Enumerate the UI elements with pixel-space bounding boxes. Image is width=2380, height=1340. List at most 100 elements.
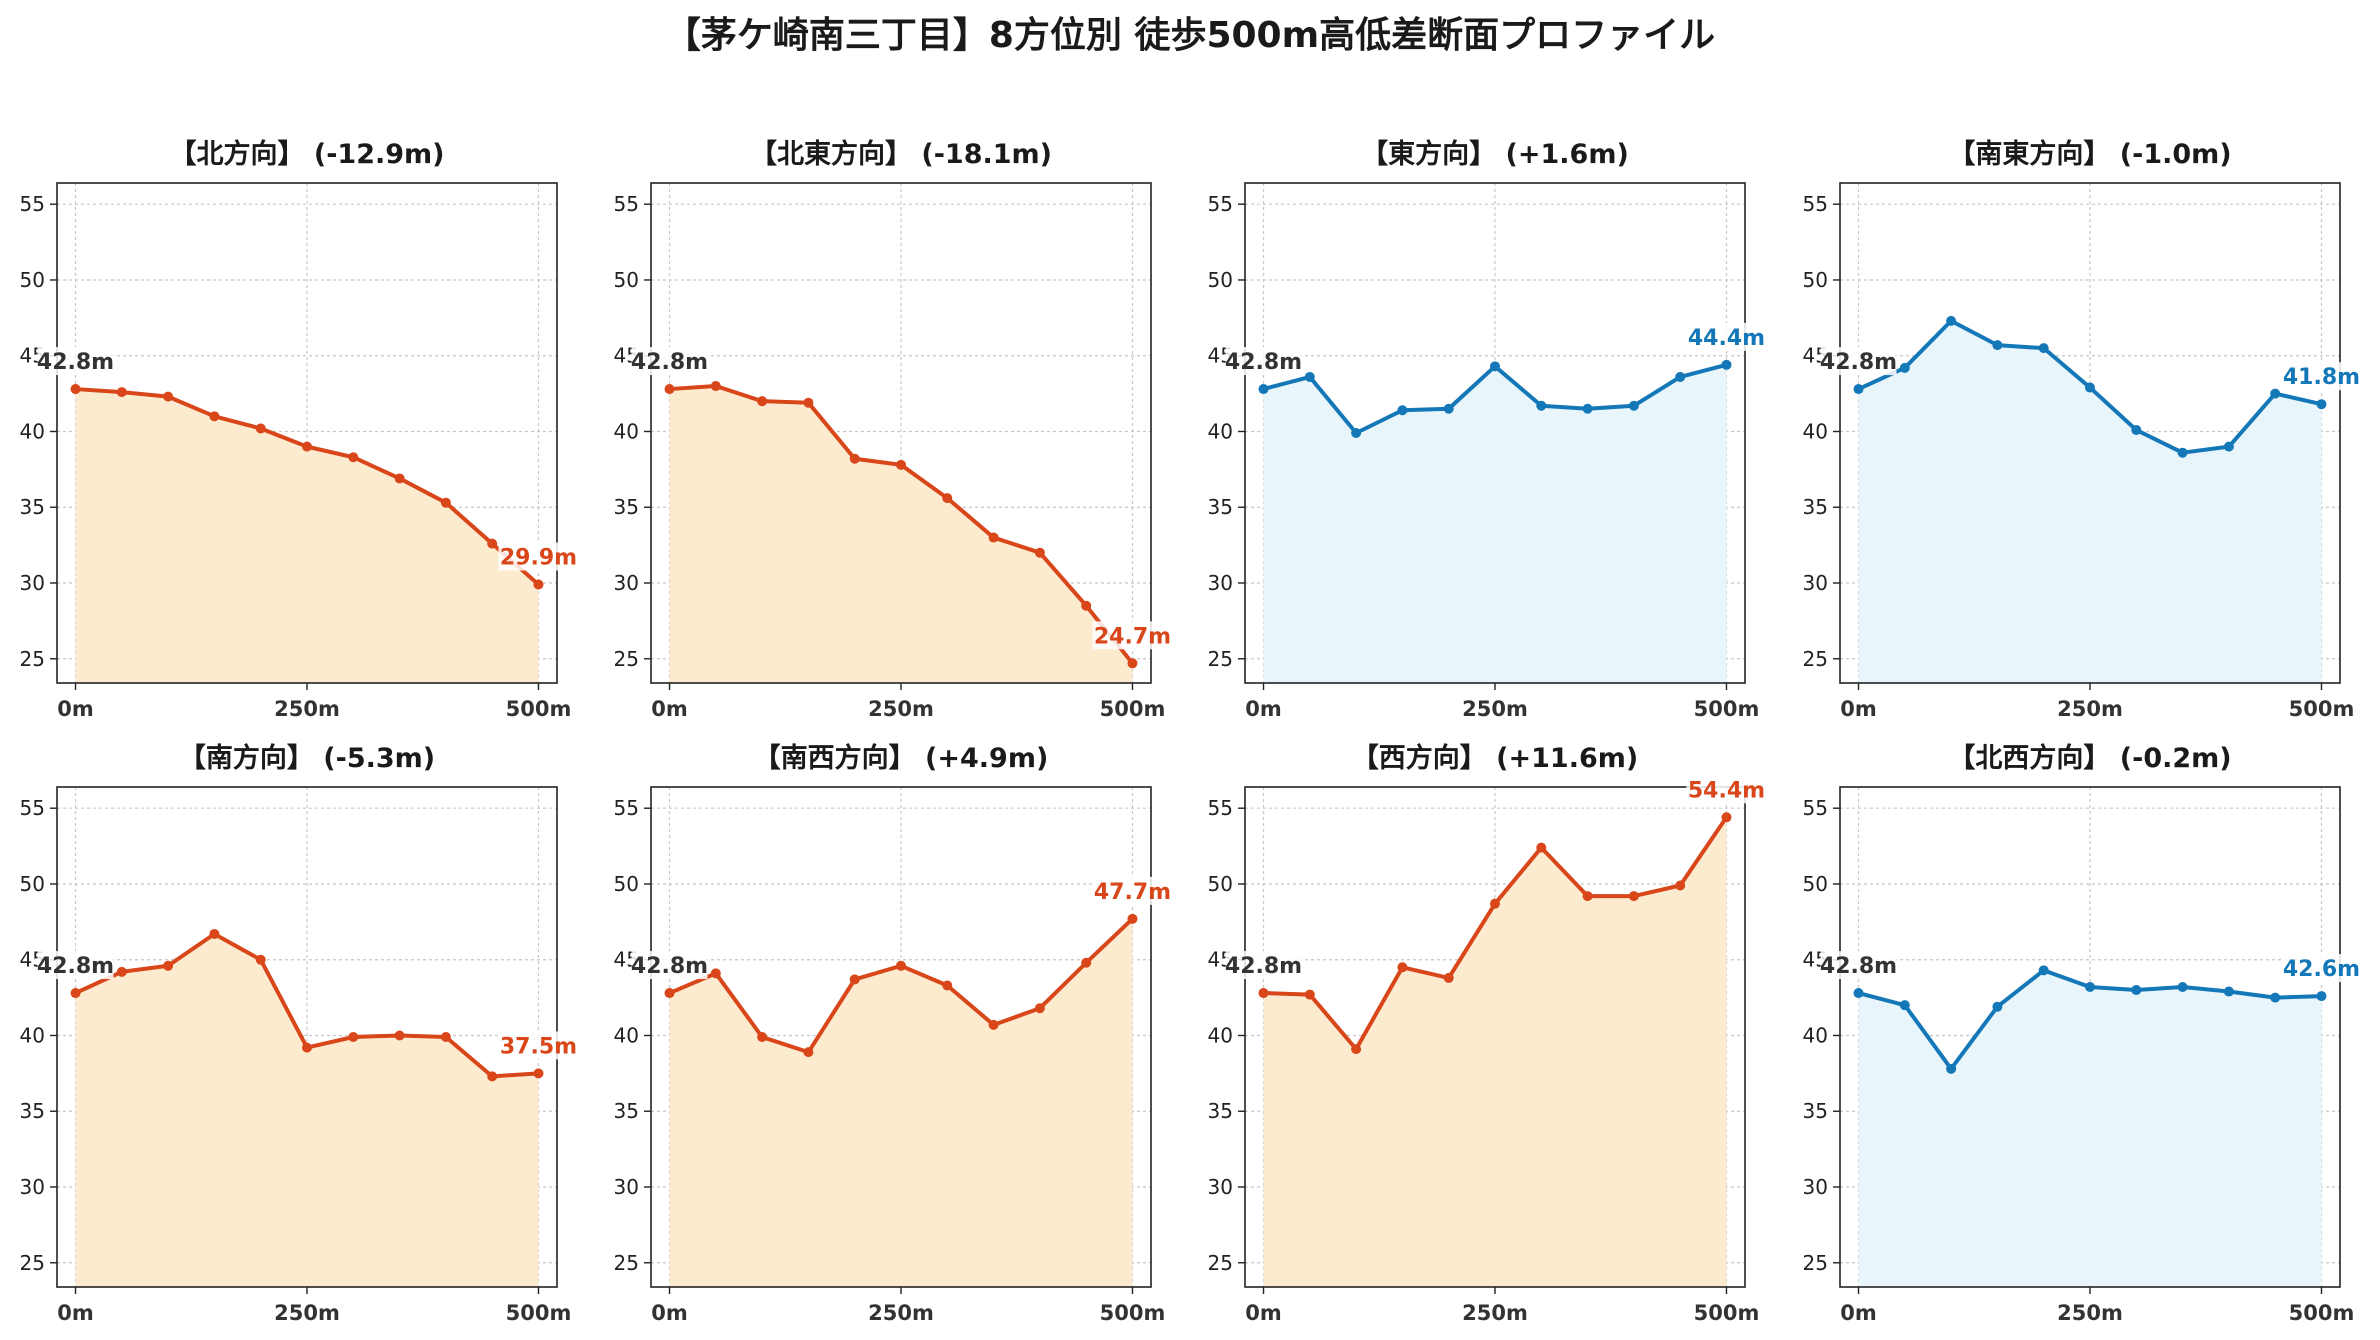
end-label-bg [498,1031,579,1060]
x-tick-label: 250m [868,697,934,721]
end-label-bg [1686,322,1767,351]
x-tick-label: 250m [2057,697,2123,721]
y-tick-label: 25 [1803,1251,1828,1275]
y-tick-label: 25 [1208,647,1233,671]
data-point [116,966,127,977]
x-tick-label: 500m [1694,1301,1760,1325]
end-label-bg [1092,876,1173,905]
data-point [2131,985,2142,996]
y-tick-label: 40 [614,419,639,443]
data-point [487,538,498,549]
y-tick-label: 55 [1803,796,1828,820]
data-point [1258,988,1269,999]
subplot-title: 【南東方向】 (-1.0m) [1948,138,2231,170]
data-point [664,988,675,999]
data-point [348,452,359,463]
data-point [710,968,721,979]
y-tick-label: 35 [614,495,639,519]
area-fill [669,918,1133,1287]
data-point [2085,982,2095,992]
data-point [302,1042,312,1053]
data-point [1721,812,1732,823]
x-tick-label: 0m [1245,697,1282,721]
end-elevation-label: 24.7m [1094,624,1171,649]
x-tick-label: 0m [1245,1301,1282,1325]
y-tick-label: 30 [1803,571,1828,595]
data-point [2177,447,2188,458]
subplot-title: 【南西方向】 (+4.9m) [754,742,1049,774]
data-point [2223,441,2234,452]
data-point [533,579,544,590]
data-point [1081,957,1092,968]
start-elevation-label: 42.8m [631,954,708,979]
start-elevation-label: 42.8m [1225,954,1302,979]
start-elevation-label: 42.8m [1225,350,1302,375]
data-point [209,411,220,422]
data-point [757,396,768,407]
data-point [116,387,127,398]
data-point [1127,913,1138,924]
data-point [2316,399,2327,410]
data-point [2038,343,2049,354]
y-tick-label: 25 [614,1251,639,1275]
x-tick-label: 0m [57,1301,94,1325]
end-elevation-label: 54.4m [1688,778,1765,803]
x-tick-label: 0m [1840,697,1877,721]
data-point [942,493,953,504]
data-point [988,532,999,543]
y-tick-label: 50 [614,268,639,292]
x-tick-label: 250m [2057,1301,2123,1325]
y-tick-label: 35 [1208,1099,1233,1123]
area-fill [75,933,539,1287]
subplot-title: 【南方向】 (-5.3m) [179,742,435,774]
x-tick-label: 250m [868,1301,934,1325]
y-tick-label: 30 [20,1175,45,1199]
data-point [2270,992,2281,1003]
y-tick-label: 55 [20,796,45,820]
data-point [1628,400,1639,411]
data-point [1853,384,1864,395]
subplot-title: 【西方向】 (+11.6m) [1352,742,1638,774]
data-point [1536,842,1547,853]
data-point [1351,428,1362,438]
y-tick-label: 50 [20,872,45,896]
data-point [2177,982,2188,992]
end-elevation-label: 42.6m [2283,957,2360,982]
data-point [1443,972,1454,983]
end-label-bg [1686,775,1767,804]
y-tick-label: 55 [20,192,45,216]
end-label-bg [498,542,579,571]
start-label-bg [1820,951,1897,980]
x-tick-label: 500m [506,697,572,721]
data-point [1304,371,1315,382]
y-tick-label: 40 [1803,1023,1828,1047]
area-fill [1858,970,2322,1287]
y-tick-label: 50 [20,268,45,292]
x-tick-label: 250m [274,1301,340,1325]
start-label-bg [37,951,114,980]
y-tick-label: 50 [1803,872,1828,896]
y-tick-label: 35 [1803,495,1828,519]
y-tick-label: 30 [614,1175,639,1199]
y-tick-label: 40 [614,1023,639,1047]
y-tick-label: 55 [614,192,639,216]
data-point [70,988,81,999]
x-tick-label: 250m [1462,697,1528,721]
y-tick-label: 40 [1208,419,1233,443]
y-tick-label: 30 [614,571,639,595]
y-tick-label: 35 [1208,495,1233,519]
data-point [2085,382,2095,393]
data-point [1351,1044,1362,1055]
y-tick-label: 30 [1208,1175,1233,1199]
data-point [2038,965,2049,976]
data-point [803,1047,814,1058]
start-label-bg [1225,347,1302,376]
x-tick-label: 500m [506,1301,572,1325]
y-tick-label: 35 [20,1099,45,1123]
data-point [487,1071,498,1082]
y-tick-label: 30 [1208,571,1233,595]
